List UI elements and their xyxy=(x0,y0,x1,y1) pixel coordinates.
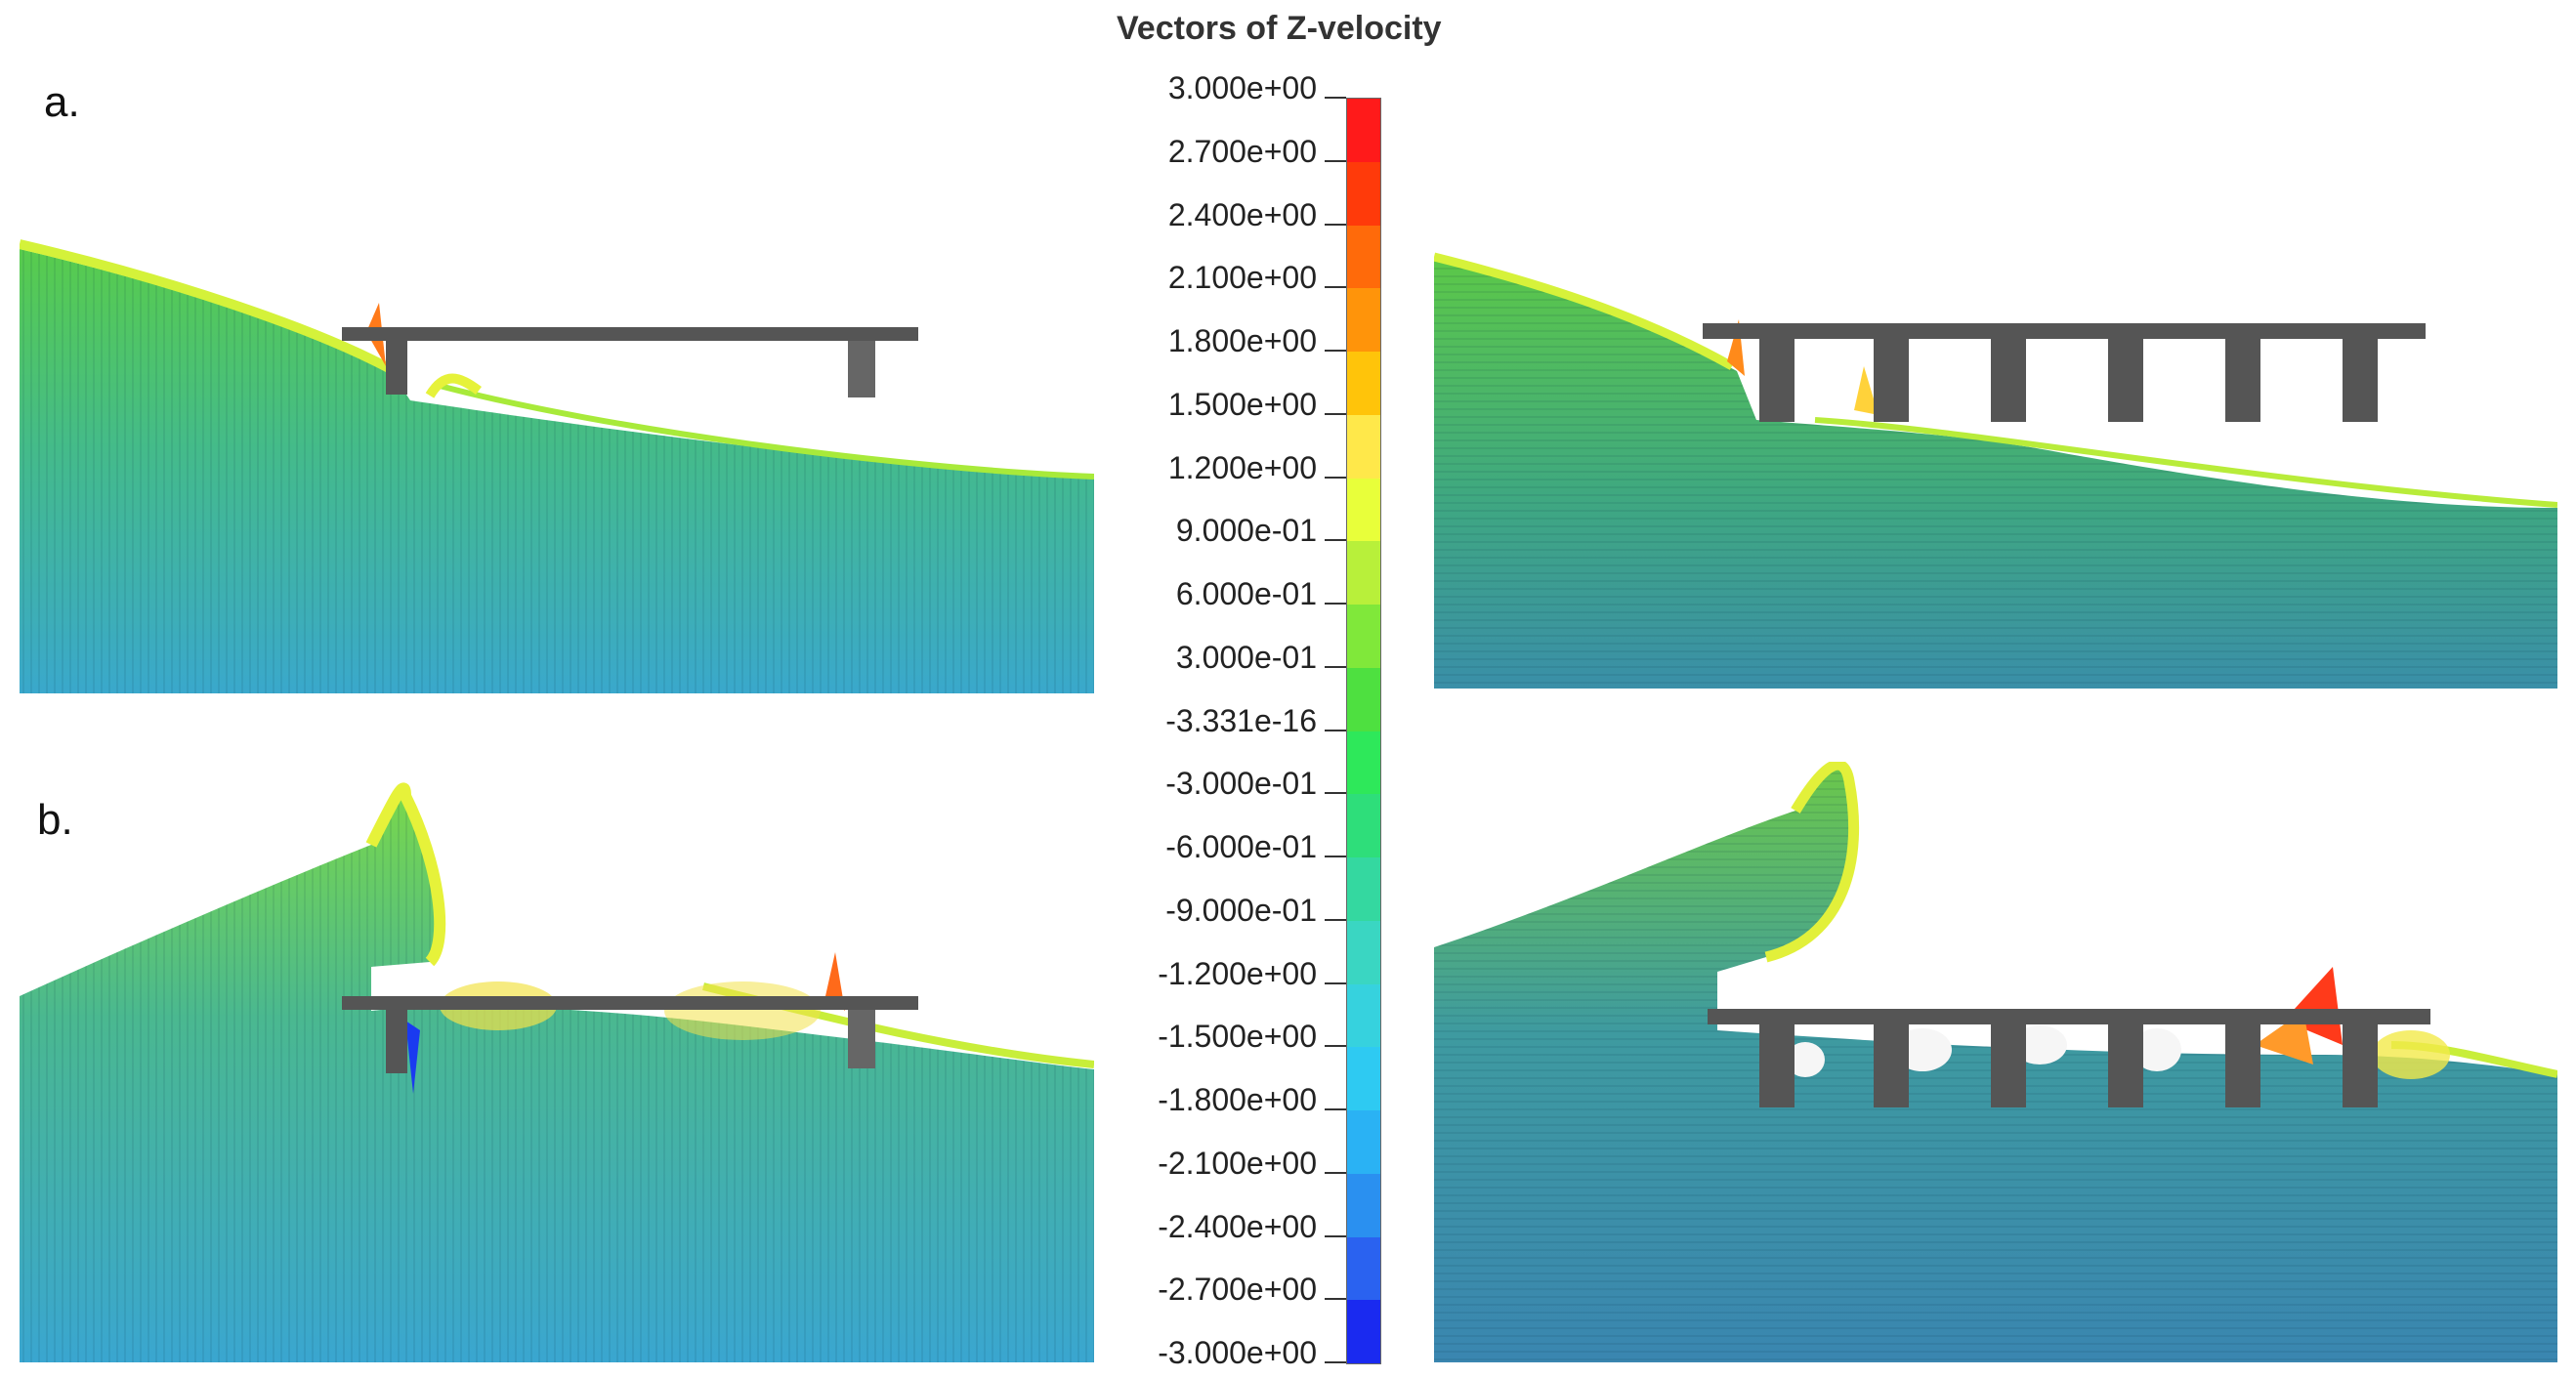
colorbar-tick-mark xyxy=(1325,981,1346,984)
colorbar-tick-mark xyxy=(1325,856,1346,857)
colorbar-tick-mark xyxy=(1325,603,1346,605)
colorbar-tick-mark xyxy=(1325,918,1346,921)
bridge-pier xyxy=(2108,1024,2143,1107)
colorbar-tick-label: 1.800e+00 xyxy=(1167,323,1317,358)
colorbar-tick-label: -3.331e-16 xyxy=(1165,702,1317,738)
colorbar-tick-label: 2.100e+00 xyxy=(1167,260,1317,296)
colorbar-tick-label: 3.000e-01 xyxy=(1175,639,1317,675)
colorbar-tick-mark xyxy=(1325,539,1346,542)
colorbar-tick-label: 9.000e-01 xyxy=(1175,513,1317,549)
bridge-pier xyxy=(386,341,407,395)
colorbar-tick-mark xyxy=(1325,1171,1346,1174)
colorbar-segment xyxy=(1347,731,1380,795)
colorbar-tick-label: -2.100e+00 xyxy=(1158,1145,1317,1181)
bridge-pier xyxy=(2343,339,2378,422)
colorbar-tick-label: 2.400e+00 xyxy=(1167,196,1317,232)
colorbar-segment xyxy=(1347,920,1380,984)
colorbar-tick-mark xyxy=(1325,1361,1346,1363)
colorbar-tick-mark xyxy=(1325,476,1346,479)
colorbar xyxy=(1346,98,1381,1364)
colorbar-tick-label: 6.000e-01 xyxy=(1175,576,1317,611)
panel-a-right xyxy=(1434,249,2557,689)
colorbar-segment xyxy=(1347,605,1380,668)
colorbar-segment xyxy=(1347,1047,1380,1110)
bridge-deck xyxy=(342,327,918,341)
colorbar-tick-mark xyxy=(1325,1234,1346,1237)
colorbar-tick-mark xyxy=(1325,286,1346,289)
colorbar-tick-mark xyxy=(1325,223,1346,226)
colorbar-segment xyxy=(1347,541,1380,605)
free-surface-crest xyxy=(20,239,394,374)
colorbar-tick-mark xyxy=(1325,665,1346,668)
row-label-b: b. xyxy=(37,796,73,844)
colorbar-segment xyxy=(1347,288,1380,352)
colorbar-segment xyxy=(1347,1236,1380,1301)
colorbar-segment xyxy=(1347,794,1380,857)
colorbar-segment xyxy=(1347,352,1380,415)
colorbar-tick-label: -3.000e-01 xyxy=(1165,766,1317,802)
colorbar-tick-mark xyxy=(1325,159,1346,162)
panel-a-left xyxy=(20,225,1094,693)
bridge-deck xyxy=(342,996,918,1010)
colorbar-tick-label: -2.400e+00 xyxy=(1158,1208,1317,1244)
panel-b-left xyxy=(20,776,1094,1362)
colorbar-segment xyxy=(1347,857,1380,921)
bridge-pier xyxy=(1759,1024,1795,1107)
bridge-deck xyxy=(1703,323,2426,339)
colorbar-title: Vectors of Z-velocity xyxy=(1117,10,1442,47)
colorbar-tick-mark xyxy=(1325,412,1346,415)
bridge-pier xyxy=(1759,339,1795,422)
colorbar-tick-mark xyxy=(1325,1108,1346,1110)
colorbar-tick-label: -1.500e+00 xyxy=(1158,1019,1317,1055)
bridge-pier xyxy=(1991,1024,2026,1107)
bridge-pier xyxy=(1991,339,2026,422)
colorbar-tick-mark xyxy=(1325,350,1346,352)
colorbar-tick-label: 3.000e+00 xyxy=(1167,70,1317,105)
bridge-pier xyxy=(1874,1024,1909,1107)
colorbar-tick-mark xyxy=(1325,1298,1346,1301)
colorbar-tick-label: -2.700e+00 xyxy=(1158,1272,1317,1308)
colorbar-tick-mark xyxy=(1325,1045,1346,1048)
bridge-pier xyxy=(2225,339,2260,422)
colorbar-tick-label: 1.500e+00 xyxy=(1167,386,1317,422)
colorbar-segment xyxy=(1347,1173,1380,1237)
bridge-pier xyxy=(2108,339,2143,422)
colorbar-segment xyxy=(1347,225,1380,289)
colorbar-segment xyxy=(1347,99,1380,162)
colorbar-segment xyxy=(1347,983,1380,1048)
bridge-pier xyxy=(848,1010,875,1068)
colorbar-segment xyxy=(1347,414,1380,479)
bridge-pier xyxy=(848,341,875,397)
bridge-pier xyxy=(386,1010,407,1073)
colorbar-tick-label: -9.000e-01 xyxy=(1165,892,1317,928)
colorbar-tick-label: -1.800e+00 xyxy=(1158,1082,1317,1117)
colorbar-tick-label: 2.700e+00 xyxy=(1167,133,1317,169)
colorbar-tick-mark xyxy=(1325,729,1346,731)
panel-b-right xyxy=(1434,762,2557,1362)
bridge-deck xyxy=(1708,1009,2430,1024)
row-label-a: a. xyxy=(44,78,80,126)
colorbar-segment xyxy=(1347,1300,1380,1363)
bridge-pier xyxy=(1874,339,1909,422)
colorbar-segment xyxy=(1347,161,1380,226)
colorbar-tick-label: 1.200e+00 xyxy=(1167,449,1317,485)
colorbar-segment xyxy=(1347,667,1380,731)
colorbar-segment xyxy=(1347,478,1380,542)
colorbar-tick-label: -6.000e-01 xyxy=(1165,829,1317,864)
colorbar-tick-mark xyxy=(1325,792,1346,795)
colorbar-tick-mark xyxy=(1325,97,1346,99)
bridge-pier xyxy=(2225,1024,2260,1107)
colorbar-tick-label: -1.200e+00 xyxy=(1158,955,1317,991)
colorbar-tick-label: -3.000e+00 xyxy=(1158,1335,1317,1370)
bridge-pier xyxy=(2343,1024,2378,1107)
colorbar-segment xyxy=(1347,1110,1380,1174)
